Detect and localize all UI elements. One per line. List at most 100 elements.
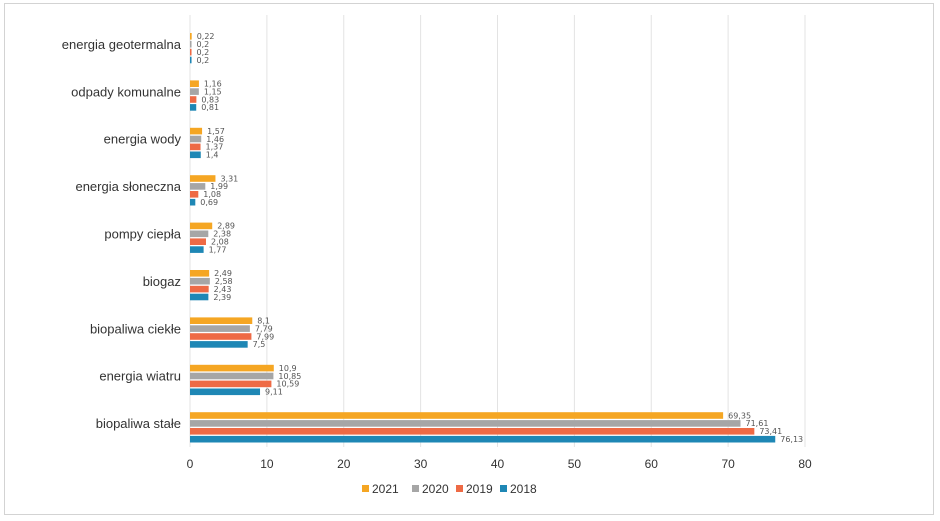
bar [190,183,206,190]
data-label: 3,31 [220,174,238,183]
x-tick-label: 70 [721,457,735,471]
data-label: 7,5 [253,340,266,349]
category-label: biogaz [143,274,181,289]
bar [190,198,196,206]
data-label: 10,9 [279,364,297,373]
x-tick-label: 40 [491,457,505,471]
data-label: 0,22 [197,32,215,41]
data-label: 7,99 [256,332,274,341]
bar [190,270,210,277]
bar [190,435,776,443]
bar [190,135,202,143]
data-label: 9,11 [265,388,283,397]
bar [190,293,209,301]
bar [190,364,274,372]
bar [190,222,213,230]
data-label: 1,46 [206,135,224,144]
bar [190,333,252,340]
x-tick-label: 0 [187,457,194,471]
bar [190,317,253,324]
bar [190,372,274,380]
data-label: 0,81 [201,103,219,112]
data-label: 1,16 [204,80,222,89]
bar [190,285,209,293]
data-label: 2,89 [217,222,235,231]
bar [190,80,199,87]
category-label: biopaliwa ciekłe [90,321,181,336]
x-tick-label: 50 [568,457,582,471]
category-label: energia wiatru [99,369,181,384]
bar [190,412,724,419]
bar [190,191,199,198]
bar [190,175,216,182]
data-label: 10,59 [276,380,299,389]
data-label: 1,57 [207,127,225,136]
data-label: 69,35 [728,411,751,420]
bars: 0,220,20,20,21,161,150,830,811,571,461,3… [190,32,803,444]
bar [190,277,210,285]
data-label: 2,38 [213,230,231,239]
data-label: 2,08 [211,238,229,247]
x-tick-label: 80 [798,457,812,471]
bar [190,56,192,64]
legend-swatch [412,485,419,492]
bar [190,40,192,48]
legend-label: 2018 [510,482,537,496]
category-label: biopaliwa stałe [96,416,181,431]
bar [190,96,197,103]
x-tick-label: 60 [645,457,659,471]
bar [190,230,209,238]
legend-label: 2021 [372,482,399,496]
legend-label: 2019 [466,482,493,496]
category-label: energia słoneczna [75,179,181,194]
data-label: 2,49 [214,269,232,278]
legend-swatch [362,485,369,492]
bar [190,88,199,95]
category-label: pompy ciepła [104,226,181,241]
data-label: 0,83 [201,95,219,104]
legend-swatch [456,485,463,492]
bar [190,127,203,135]
bar [190,325,250,332]
data-label: 1,15 [204,87,222,96]
data-label: 2,43 [214,285,232,294]
bar [190,238,206,245]
category-label: energia geotermalna [62,37,182,52]
bar [190,33,192,40]
data-label: 1,4 [206,151,219,160]
bar [190,143,201,151]
category-label: odpady komunalne [71,84,181,99]
category-labels: energia geotermalna odpady komunalne energ… [62,37,182,431]
bar [190,420,741,427]
data-label: 1,08 [203,190,221,199]
bar [190,151,201,159]
data-label: 8,1 [257,317,270,326]
bar [190,341,248,348]
legend-label: 2020 [422,482,449,496]
data-label: 1,77 [209,245,227,254]
x-tick-label: 30 [414,457,428,471]
bar [190,388,261,396]
x-tick-label: 20 [337,457,351,471]
data-label: 1,99 [210,182,228,191]
legend: 2021 2020 2019 2018 [362,482,537,496]
bar [190,380,272,388]
data-label: 1,37 [206,143,224,152]
x-axis-ticks: 0 10 20 30 40 50 60 70 80 [187,457,812,471]
bar [190,104,197,111]
data-label: 76,13 [780,435,803,444]
data-label: 0,2 [197,48,210,57]
bar [190,246,204,253]
legend-swatch [500,485,507,492]
data-label: 73,41 [759,427,782,436]
bar [190,48,192,56]
bar [190,428,755,435]
data-label: 7,79 [255,324,273,333]
data-label: 71,61 [746,419,769,428]
category-label: energia wody [104,132,182,147]
data-label: 2,39 [213,293,231,302]
data-label: 10,85 [278,372,301,381]
data-label: 0,2 [197,40,210,49]
data-label: 2,58 [215,277,233,286]
